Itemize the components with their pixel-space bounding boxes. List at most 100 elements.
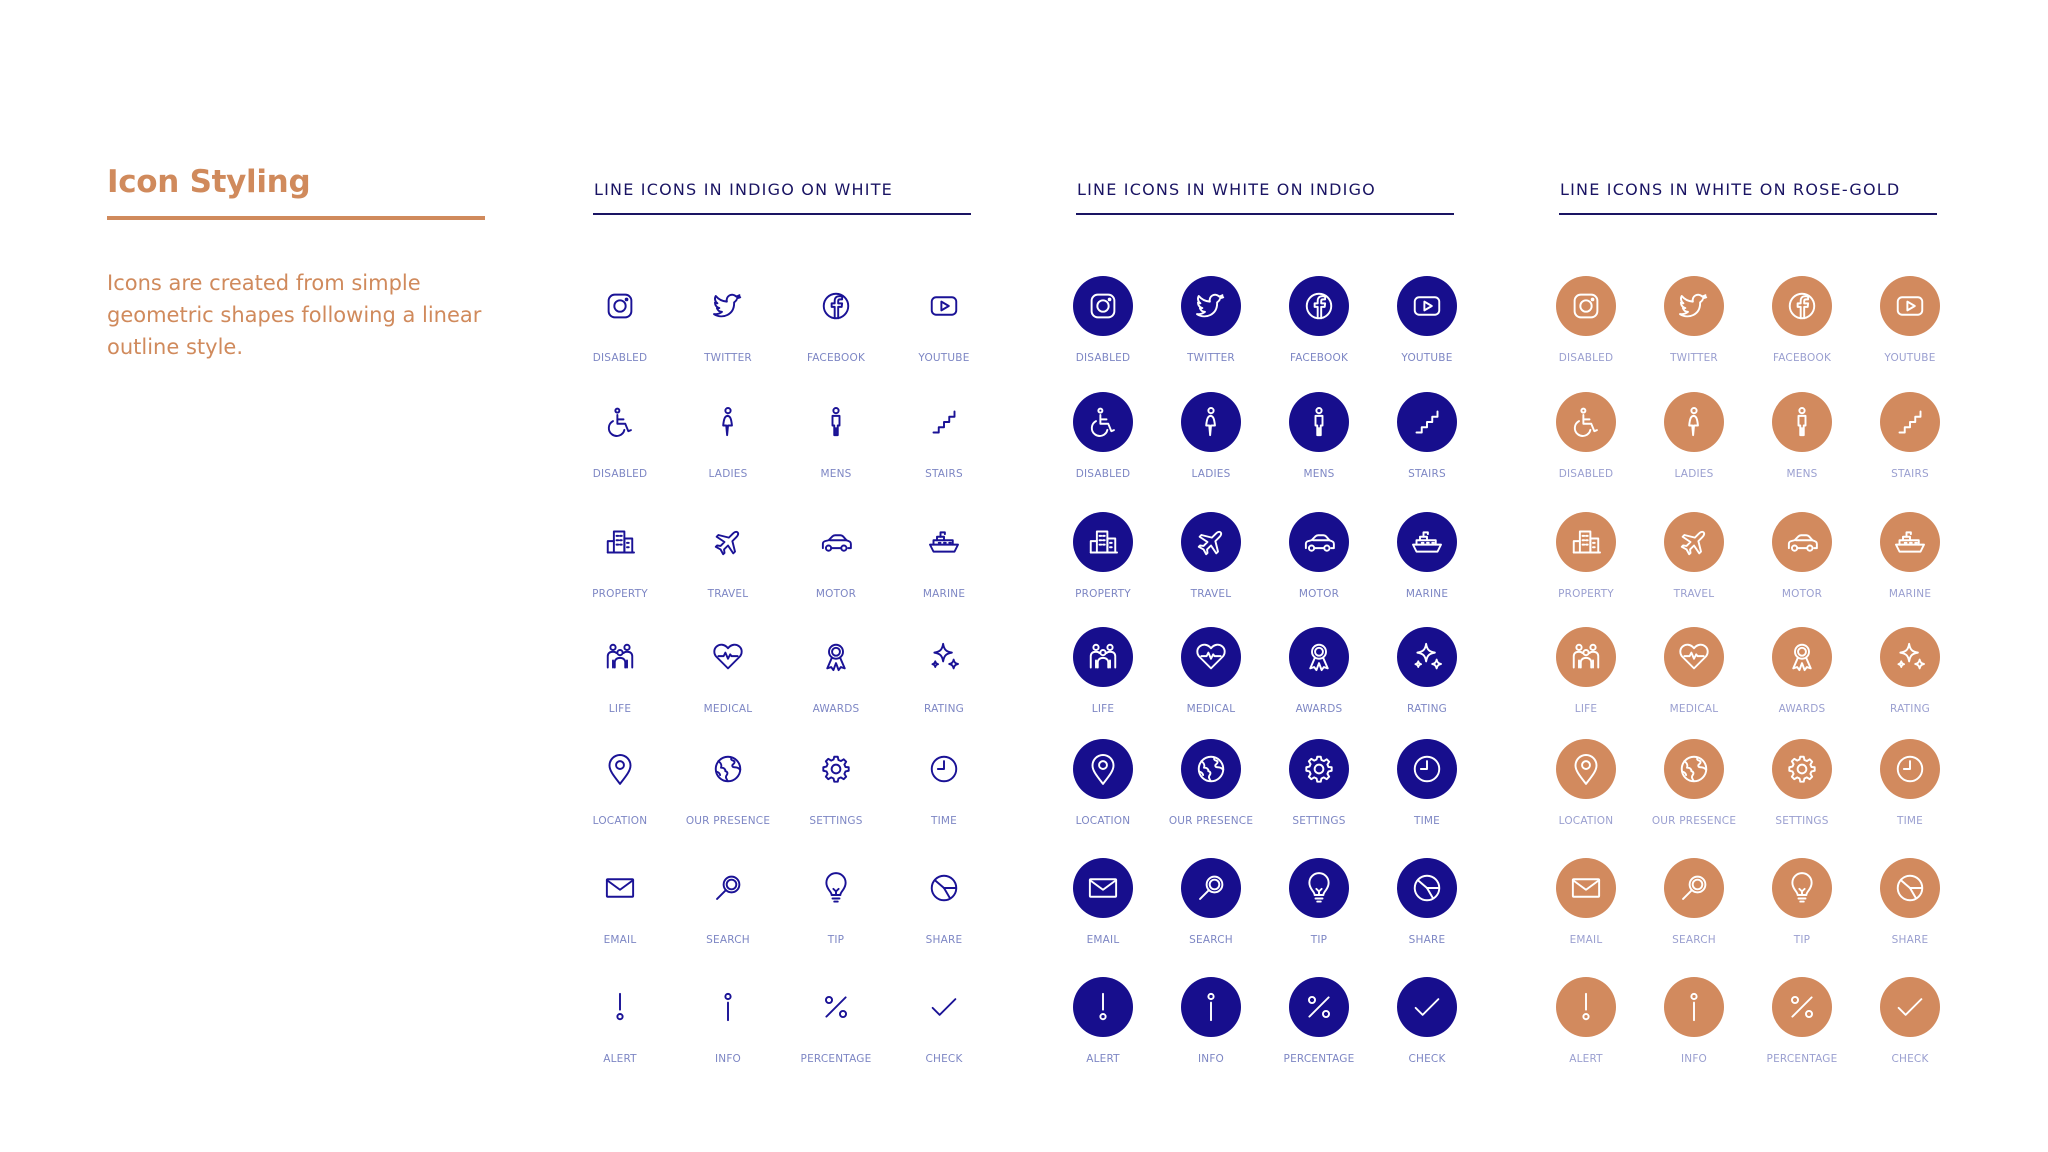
icon-tile-life: LIFE (1532, 627, 1640, 745)
icon-label: TWITTER (1670, 352, 1718, 364)
icon-label: DISABLED (1075, 352, 1131, 364)
ladies-icon (1181, 392, 1241, 452)
map-pin-icon (1556, 739, 1616, 799)
panel-title-underline (593, 213, 971, 215)
panel-white-on-rose-gold: LINE ICONS IN WHITE ON ROSE-GOLD DISABLE… (1556, 180, 1940, 1065)
car-icon (1289, 512, 1349, 572)
icon-label: LIFE (608, 703, 632, 715)
icon-tile-medical: MEDICAL (1157, 627, 1265, 745)
icon-tile-facebook: FACEBOOK (1748, 276, 1856, 394)
icon-label: LADIES (708, 468, 748, 480)
icon-label: INFO (1197, 1053, 1225, 1065)
percent-icon (1289, 977, 1349, 1037)
icon-tile-location: LOCATION (1049, 739, 1157, 857)
icon-tile-awards: AWARDS (1748, 627, 1856, 745)
icon-label: INFO (1680, 1053, 1708, 1065)
icon-label: LOCATION (592, 815, 648, 827)
icon-tile-share: SHARE (1856, 858, 1964, 976)
icon-tile-share: SHARE (1373, 858, 1481, 976)
lightbulb-icon (806, 858, 866, 918)
icon-tile-youtube: YOUTUBE (1856, 276, 1964, 394)
icon-label: LIFE (1574, 703, 1598, 715)
icon-tile-ladies: LADIES (1640, 392, 1748, 510)
icon-tile-property: PROPERTY (566, 512, 674, 630)
icon-label: TIP (1793, 934, 1811, 946)
icon-tile-travel: TRAVEL (674, 512, 782, 630)
icon-tile-motor: MOTOR (782, 512, 890, 630)
icon-label: PROPERTY (1075, 588, 1131, 600)
plane-icon (1181, 512, 1241, 572)
icon-tile-travel: TRAVEL (1640, 512, 1748, 630)
icon-label: ALERT (1569, 1053, 1603, 1065)
envelope-icon (1073, 858, 1133, 918)
icon-label: PERCENTAGE (1766, 1053, 1838, 1065)
icon-label: YOUTUBE (1884, 352, 1936, 364)
plane-icon (698, 512, 758, 572)
map-pin-icon (1073, 739, 1133, 799)
icon-label: STAIRS (1408, 468, 1446, 480)
icon-tile-email: EMAIL (1049, 858, 1157, 976)
envelope-icon (1556, 858, 1616, 918)
icon-tile-location: LOCATION (566, 739, 674, 857)
title-underline (107, 216, 485, 220)
icon-label: MOTOR (815, 588, 857, 600)
twitter-icon (698, 276, 758, 336)
people-icon (590, 627, 650, 687)
car-icon (806, 512, 866, 572)
panel-title-underline (1559, 213, 1937, 215)
envelope-icon (590, 858, 650, 918)
icon-tile-disabled: DISABLED (1532, 392, 1640, 510)
icon-tile-percentage: PERCENTAGE (1748, 977, 1856, 1095)
icon-label: LOCATION (1558, 815, 1614, 827)
icon-tile-disabled: DISABLED (566, 276, 674, 394)
icon-label: DISABLED (592, 352, 648, 364)
property-icon (1556, 512, 1616, 572)
icon-tile-percentage: PERCENTAGE (1265, 977, 1373, 1095)
award-icon (1772, 627, 1832, 687)
check-icon (914, 977, 974, 1037)
facebook-icon (1289, 276, 1349, 336)
icon-tile-email: EMAIL (1532, 858, 1640, 976)
icon-label: MENS (1786, 468, 1818, 480)
clock-icon (1880, 739, 1940, 799)
icon-tile-disabled: DISABLED (566, 392, 674, 510)
facebook-icon (1772, 276, 1832, 336)
youtube-icon (1397, 276, 1457, 336)
icon-label: LADIES (1674, 468, 1714, 480)
icon-label: TWITTER (704, 352, 752, 364)
icon-label: CHECK (925, 1053, 963, 1065)
icon-label: MARINE (922, 588, 966, 600)
icon-label: MEDICAL (703, 703, 753, 715)
exclamation-icon (590, 977, 650, 1037)
ship-icon (1397, 512, 1457, 572)
icon-label: AWARDS (1778, 703, 1826, 715)
icon-label: TIP (1310, 934, 1328, 946)
icon-label: INFO (714, 1053, 742, 1065)
icon-tile-settings: SETTINGS (1265, 739, 1373, 857)
sparkle-icon (1397, 627, 1457, 687)
stairs-icon (914, 392, 974, 452)
icon-tile-facebook: FACEBOOK (782, 276, 890, 394)
stairs-icon (1397, 392, 1457, 452)
icon-tile-info: INFO (674, 977, 782, 1095)
property-icon (590, 512, 650, 572)
heart-pulse-icon (1664, 627, 1724, 687)
icon-tile-mens: MENS (782, 392, 890, 510)
award-icon (1289, 627, 1349, 687)
panel-title: LINE ICONS IN INDIGO ON WHITE (594, 180, 893, 199)
lightbulb-icon (1772, 858, 1832, 918)
mens-icon (1289, 392, 1349, 452)
pie-chart-icon (1397, 858, 1457, 918)
icon-label: EMAIL (603, 934, 637, 946)
wheelchair-icon (1556, 392, 1616, 452)
icon-tile-medical: MEDICAL (674, 627, 782, 745)
icon-label: TIP (827, 934, 845, 946)
icon-tile-motor: MOTOR (1265, 512, 1373, 630)
icon-label: LIFE (1091, 703, 1115, 715)
clock-icon (914, 739, 974, 799)
magnifier-icon (1664, 858, 1724, 918)
icon-label: SHARE (1408, 934, 1446, 946)
icon-tile-settings: SETTINGS (782, 739, 890, 857)
twitter-icon (1664, 276, 1724, 336)
icon-tile-alert: ALERT (566, 977, 674, 1095)
